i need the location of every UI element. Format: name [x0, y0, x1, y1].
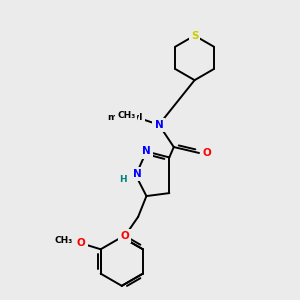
- Text: O: O: [77, 238, 86, 248]
- Text: O: O: [120, 231, 129, 241]
- Text: N: N: [133, 169, 142, 179]
- Text: N: N: [154, 120, 163, 130]
- Text: O: O: [202, 148, 211, 158]
- Text: N: N: [142, 146, 151, 157]
- Text: H: H: [119, 175, 127, 184]
- Text: S: S: [191, 31, 198, 40]
- Text: CH₃: CH₃: [54, 236, 73, 245]
- Text: methyl: methyl: [107, 113, 142, 122]
- Text: CH₃: CH₃: [117, 111, 135, 120]
